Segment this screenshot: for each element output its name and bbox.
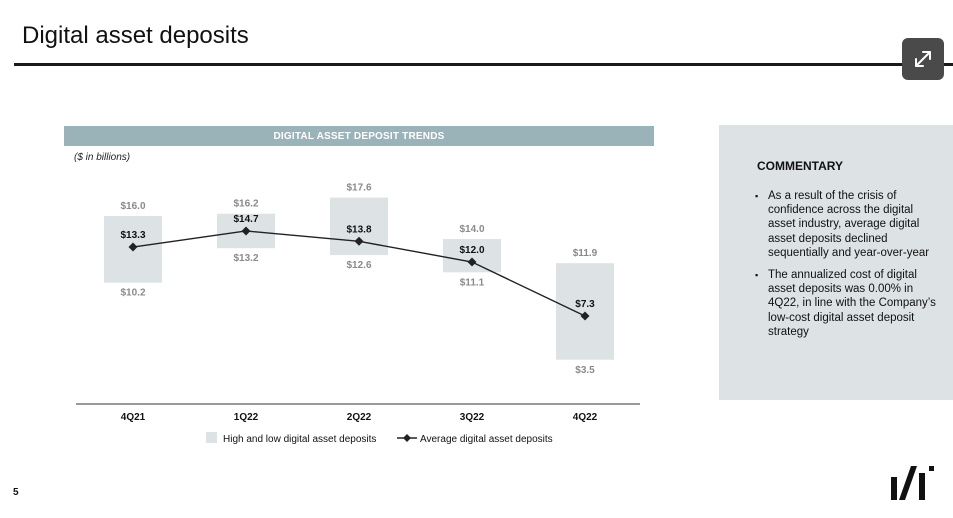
commentary-heading: COMMENTARY xyxy=(757,159,843,173)
legend-range-label: High and low digital asset deposits xyxy=(223,434,376,445)
average-point xyxy=(241,226,251,236)
low-label: $3.5 xyxy=(575,365,595,376)
title-divider xyxy=(14,63,953,66)
category-label: 2Q22 xyxy=(347,412,372,423)
average-label: $13.8 xyxy=(346,224,371,235)
low-label: $10.2 xyxy=(120,288,145,299)
chart-units: ($ in billions) xyxy=(74,152,131,163)
average-point xyxy=(467,257,477,267)
high-label: $11.9 xyxy=(573,248,598,259)
commentary-panel: COMMENTARY As a result of the crisis of … xyxy=(719,125,953,400)
legend-line-marker xyxy=(403,434,411,442)
legend-line-label: Average digital asset deposits xyxy=(420,434,553,445)
average-label: $12.0 xyxy=(459,245,484,256)
average-label: $14.7 xyxy=(233,214,258,225)
average-point xyxy=(128,242,138,252)
category-label: 4Q22 xyxy=(573,412,598,423)
average-label: $7.3 xyxy=(575,299,595,310)
commentary-bullet: As a result of the crisis of confidence … xyxy=(755,189,943,260)
page-title: Digital asset deposits xyxy=(22,22,249,49)
average-label: $13.3 xyxy=(120,230,145,241)
category-label: 4Q21 xyxy=(121,412,146,423)
expand-arrows-icon xyxy=(915,51,931,67)
high-label: $16.0 xyxy=(120,201,145,212)
page-number: 5 xyxy=(13,487,19,498)
low-label: $13.2 xyxy=(233,253,258,264)
category-label: 3Q22 xyxy=(460,412,485,423)
legend-range-swatch xyxy=(206,432,217,443)
low-label: $12.6 xyxy=(346,260,371,271)
high-label: $17.6 xyxy=(346,183,371,194)
category-label: 1Q22 xyxy=(234,412,259,423)
chart-title: DIGITAL ASSET DEPOSIT TRENDS xyxy=(64,126,654,146)
range-bar xyxy=(443,239,501,273)
range-bar xyxy=(556,263,614,360)
average-point xyxy=(354,236,364,246)
average-point xyxy=(580,311,590,321)
high-label: $14.0 xyxy=(459,224,484,235)
company-logo-icon xyxy=(891,466,934,500)
commentary-list: As a result of the crisis of confidence … xyxy=(755,189,943,347)
low-label: $11.1 xyxy=(460,277,485,288)
high-label: $16.2 xyxy=(233,199,258,210)
commentary-bullet: The annualized cost of digital asset dep… xyxy=(755,268,943,339)
expand-button[interactable] xyxy=(902,38,944,80)
